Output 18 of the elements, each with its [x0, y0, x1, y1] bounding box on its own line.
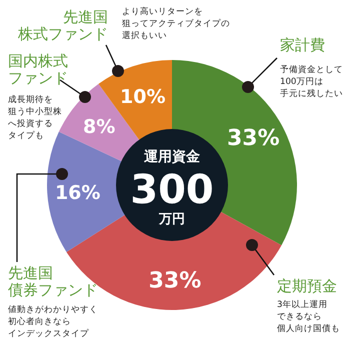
data-label: 33%	[227, 126, 280, 151]
title: 運用資金	[144, 149, 200, 165]
annotation: 値動きがわかりやすく初心者向きならインデックスタイプ	[8, 305, 98, 339]
data-label: 16%	[54, 182, 100, 204]
annotation: より高いリターンを狙ってアクティブタイプの選択もいい	[122, 7, 230, 41]
category-label: 先進国株式ファンド	[18, 8, 108, 43]
center-value: 300	[130, 167, 214, 213]
data-label: 8%	[83, 116, 116, 138]
category-label: 先進国債券ファンド	[8, 264, 98, 299]
center-unit: 万円	[159, 212, 185, 227]
category-label: 国内株式ファンド	[8, 52, 68, 87]
data-label: 33%	[148, 268, 202, 294]
category-label: 家計費	[280, 36, 325, 54]
annotation: 成長期待を狙う中小型株へ投資するタイプも	[8, 95, 62, 141]
annotation: 3年以上運用できるなら個人向け国債も	[277, 300, 340, 334]
data-label: 10%	[120, 86, 166, 108]
annotation: 予備資金として100万円は手元に残したい	[280, 65, 343, 99]
category-label: 定期預金	[277, 277, 337, 295]
